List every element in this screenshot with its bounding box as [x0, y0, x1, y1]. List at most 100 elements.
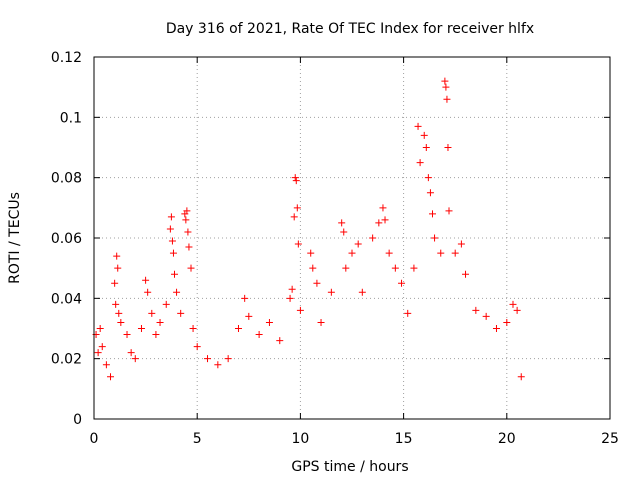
- data-point: [156, 318, 164, 326]
- data-point: [234, 325, 242, 332]
- chart-title: Day 316 of 2021, Rate Of TEC Index for r…: [166, 21, 534, 37]
- data-point: [224, 355, 232, 363]
- data-point: [420, 131, 428, 139]
- data-point: [107, 373, 115, 381]
- y-tick-label: 0.04: [51, 291, 82, 307]
- data-point: [381, 216, 389, 224]
- data-point: [187, 264, 195, 272]
- data-point: [437, 249, 445, 257]
- data-point: [441, 77, 449, 85]
- x-tick-label: 25: [601, 431, 619, 447]
- x-tick-label: 5: [193, 431, 202, 447]
- data-point: [98, 343, 106, 351]
- data-point: [173, 288, 181, 296]
- data-point: [102, 361, 110, 369]
- data-point: [358, 288, 366, 296]
- data-point: [189, 325, 197, 332]
- data-point: [313, 279, 321, 287]
- data-point: [162, 300, 170, 308]
- data-point: [348, 249, 356, 257]
- data-point: [117, 318, 125, 326]
- data-point: [204, 355, 212, 363]
- data-point: [137, 325, 145, 332]
- y-tick-label: 0.08: [51, 171, 82, 187]
- data-point: [113, 252, 121, 260]
- plot-frame: [93, 56, 611, 420]
- data-point: [169, 249, 177, 257]
- data-point: [290, 213, 298, 221]
- data-point: [123, 331, 131, 339]
- data-point: [177, 309, 185, 317]
- data-point: [340, 228, 348, 236]
- data-point: [152, 331, 160, 339]
- data-point: [170, 270, 178, 278]
- data-point: [342, 264, 350, 272]
- data-point: [307, 249, 315, 257]
- data-point: [144, 288, 152, 296]
- data-point: [517, 373, 525, 381]
- data-point: [426, 189, 434, 197]
- data-point: [317, 318, 325, 326]
- data-point: [404, 309, 412, 317]
- data-point: [168, 237, 176, 245]
- axis-ticks: 0 5 10 15 20 25 0 0.02 0.04 0.06 0.08 0.1 0.12: [51, 50, 619, 447]
- data-point: [416, 159, 424, 167]
- data-point: [96, 325, 104, 332]
- data-point: [424, 174, 432, 182]
- y-tick-label: 0.06: [51, 231, 82, 247]
- data-point: [422, 144, 430, 151]
- data-point: [445, 207, 453, 215]
- data-point: [127, 349, 135, 357]
- data-point: [428, 210, 436, 218]
- data-point: [276, 337, 284, 345]
- data-point: [166, 225, 174, 233]
- data-point: [255, 331, 263, 339]
- data-point: [294, 240, 302, 248]
- data-point: [410, 264, 418, 272]
- data-point: [327, 288, 335, 296]
- data-point: [214, 361, 222, 369]
- y-tick-label: 0.02: [51, 352, 82, 368]
- y-tick-label: 0.12: [51, 50, 82, 66]
- data-point: [265, 318, 273, 326]
- data-point: [185, 243, 193, 251]
- data-point: [503, 318, 511, 326]
- data-point: [131, 355, 139, 363]
- data-point: [111, 279, 119, 287]
- data-point: [112, 300, 120, 308]
- y-axis-label: ROTI / TECUs: [7, 192, 23, 284]
- data-point: [114, 264, 122, 272]
- data-point: [309, 264, 317, 272]
- data-point: [414, 122, 422, 130]
- data-point: [379, 204, 387, 212]
- data-point: [291, 174, 299, 182]
- data-point: [245, 312, 253, 320]
- data-point: [462, 270, 470, 278]
- data-point: [375, 219, 383, 227]
- data-point: [182, 216, 190, 224]
- data-point: [442, 83, 450, 91]
- y-tick-label: 0.1: [60, 110, 82, 126]
- data-point: [288, 285, 296, 293]
- data-point: [385, 249, 393, 257]
- data-point: [444, 144, 452, 151]
- x-tick-label: 0: [90, 431, 99, 447]
- data-point: [509, 300, 517, 308]
- x-tick-label: 15: [395, 431, 413, 447]
- data-point: [296, 306, 304, 314]
- grid: [94, 57, 610, 419]
- data-point: [142, 276, 150, 284]
- data-point: [457, 240, 465, 248]
- data-point: [193, 343, 201, 351]
- data-point: [369, 234, 377, 242]
- x-tick-label: 10: [291, 431, 309, 447]
- data-point: [183, 207, 191, 215]
- data-point: [293, 204, 301, 212]
- data-point: [354, 240, 362, 248]
- data-point: [431, 234, 439, 242]
- data-point: [391, 264, 399, 272]
- data-point: [451, 249, 459, 257]
- data-point: [472, 306, 480, 314]
- y-tick-label: 0: [73, 412, 82, 428]
